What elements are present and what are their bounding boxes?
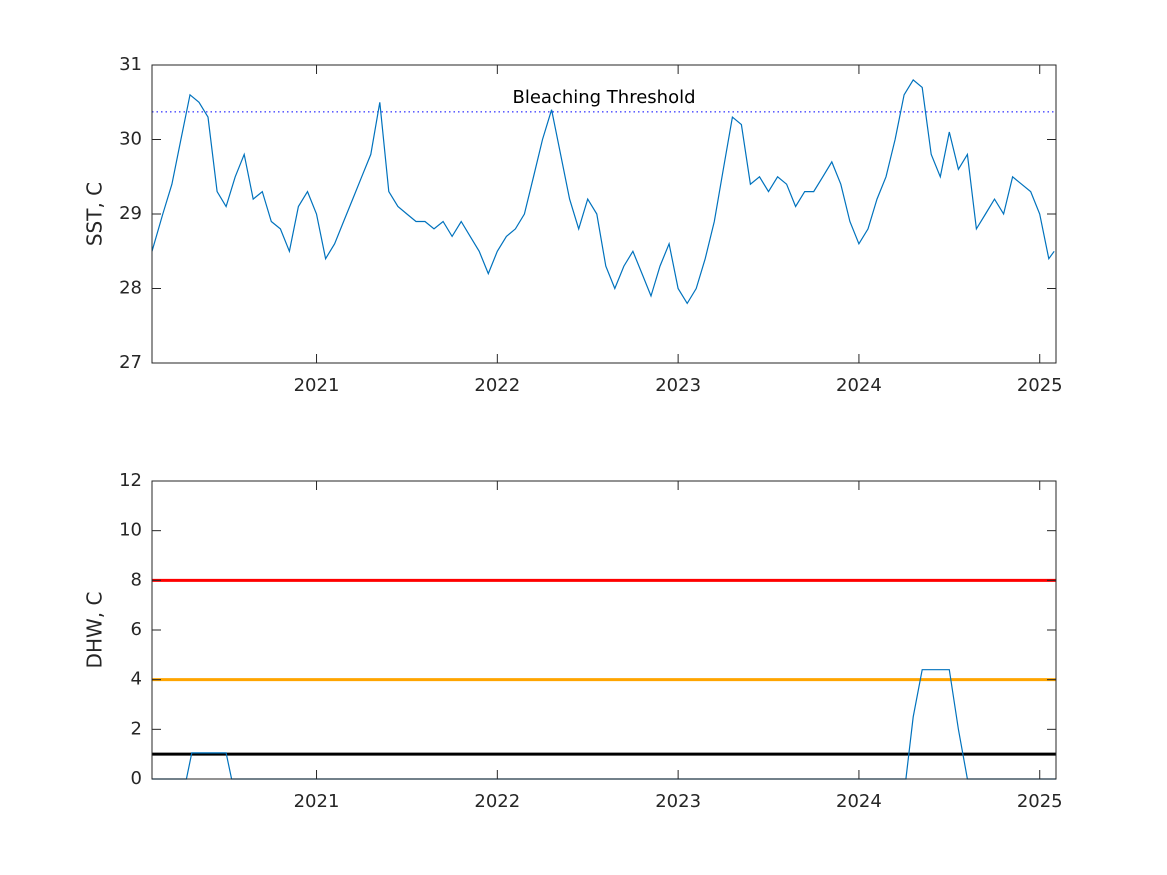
y-tick-label: 29	[119, 203, 142, 224]
y-tick-label: 2	[131, 718, 142, 739]
plot-area	[152, 481, 1056, 779]
y-tick-label: 28	[119, 278, 142, 299]
x-tick-label: 2023	[655, 791, 701, 812]
y-tick-label: 12	[119, 470, 142, 491]
y-axis-label: DHW, C	[83, 592, 107, 669]
y-tick-label: 27	[119, 352, 142, 373]
x-tick-label: 2025	[1017, 375, 1063, 396]
x-tick-label: 2021	[294, 375, 340, 396]
x-tick-label: 2024	[836, 791, 882, 812]
y-tick-label: 10	[119, 520, 142, 541]
y-tick-label: 31	[119, 54, 142, 75]
y-tick-label: 30	[119, 129, 142, 150]
x-tick-label: 2023	[655, 375, 701, 396]
plot-area	[152, 65, 1056, 363]
y-tick-label: 0	[131, 768, 142, 789]
data-line	[151, 78, 1055, 305]
x-tick-label: 2022	[474, 791, 520, 812]
data-line	[152, 669, 1056, 780]
y-axis-label: SST, C	[83, 182, 107, 246]
x-tick-label: 2024	[836, 375, 882, 396]
y-tick-label: 4	[131, 669, 142, 690]
x-tick-label: 2021	[294, 791, 340, 812]
y-tick-label: 8	[131, 569, 142, 590]
annotation: Bleaching Threshold	[512, 87, 695, 108]
y-tick-label: 6	[131, 619, 142, 640]
x-tick-label: 2025	[1017, 791, 1063, 812]
x-tick-label: 2022	[474, 375, 520, 396]
